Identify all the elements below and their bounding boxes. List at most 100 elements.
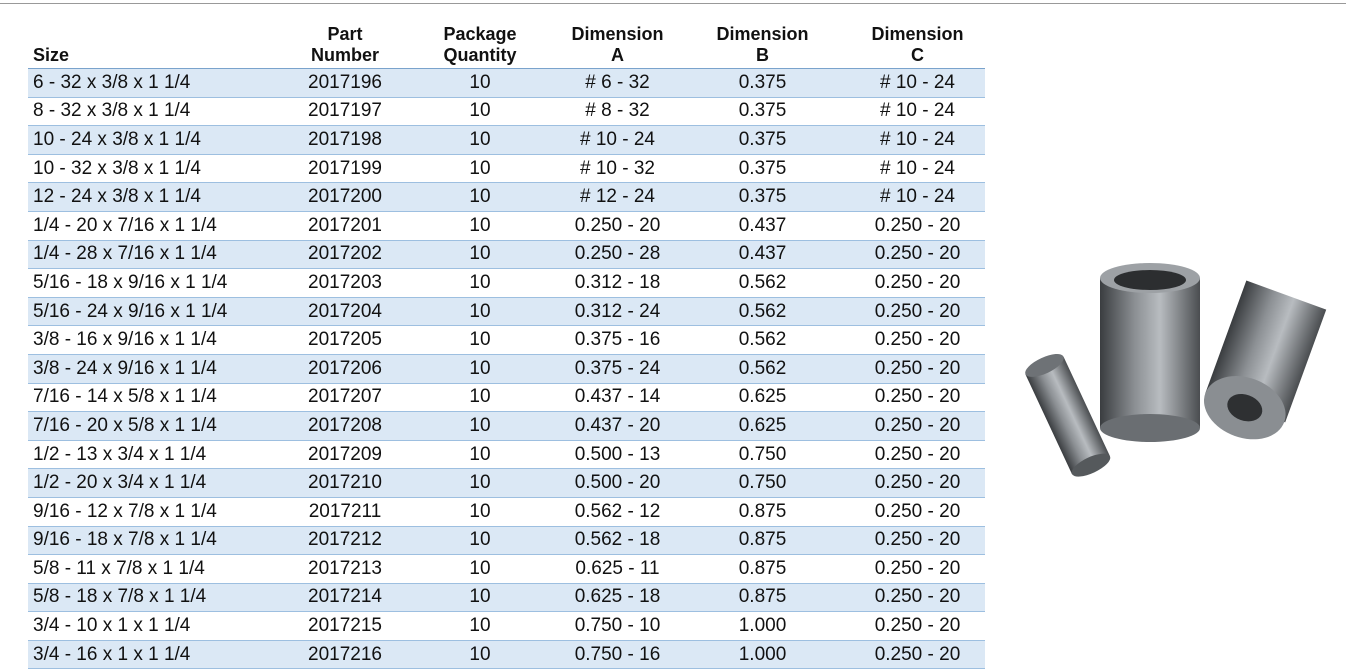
table-cell: 0.250 - 20 [850,640,985,670]
table-cell: # 12 - 24 [560,182,675,212]
table-row: 1/2 - 13 x 3/4 x 1 1/4 2017209 10 0.500 - 1… [28,440,985,470]
table-row: 7/16 - 20 x 5/8 x 1 1/4 2017208 10 0.437 - … [28,411,985,441]
table-cell: 2017197 [290,97,400,127]
header-cell: Dimension C [850,4,985,69]
table-cell: 0.625 - 11 [560,554,675,584]
table-cell: 2017214 [290,583,400,613]
table-cell: 0.750 - 10 [560,611,675,641]
table-cell: 2017206 [290,354,400,384]
table-cell: 5/16 - 18 x 9/16 x 1 1/4 [28,268,290,298]
table-cell: 2017199 [290,154,400,184]
table-cell: 0.250 - 20 [850,211,985,241]
table-cell: 0.500 - 13 [560,440,675,470]
table-cell: 0.750 [675,440,850,470]
table-cell: 0.250 - 20 [850,440,985,470]
table-cell: 8 - 32 x 3/8 x 1 1/4 [28,97,290,127]
table-cell: 0.625 [675,383,850,413]
header-cell: Package Quantity [400,4,560,69]
table-cell: 5/8 - 11 x 7/8 x 1 1/4 [28,554,290,584]
table-cell: 0.375 [675,154,850,184]
table-cell: 2017208 [290,411,400,441]
table-cell: 0.375 [675,97,850,127]
table-cell: 0.437 - 20 [560,411,675,441]
table-cell: 9/16 - 18 x 7/8 x 1 1/4 [28,526,290,556]
table-cell: 10 [400,211,560,241]
header-cell: Dimension B [675,4,850,69]
table-cell: 0.250 - 20 [850,554,985,584]
table-cell: 10 [400,468,560,498]
table-cell: 2017215 [290,611,400,641]
table-cell: 9/16 - 12 x 7/8 x 1 1/4 [28,497,290,527]
table-row: 10 - 32 x 3/8 x 1 1/4 2017199 10 # 10 - 32 0… [28,154,985,184]
table-cell: 0.375 [675,68,850,98]
table-row: 5/8 - 18 x 7/8 x 1 1/4 2017214 10 0.625 - 1… [28,583,985,613]
table-cell: 2017211 [290,497,400,527]
table-cell: 3/4 - 10 x 1 x 1 1/4 [28,611,290,641]
table-cell: 1.000 [675,611,850,641]
header-cell: Size [28,4,290,69]
table-body: 6 - 32 x 3/8 x 1 1/4 2017196 10 # 6 - 32 0.3… [28,68,985,670]
table-cell: 0.875 [675,526,850,556]
table-cell: 0.500 - 20 [560,468,675,498]
table-row: 3/8 - 24 x 9/16 x 1 1/4 2017206 10 0.375 - … [28,354,985,384]
table-cell: 10 [400,68,560,98]
table-cell: 7/16 - 14 x 5/8 x 1 1/4 [28,383,290,413]
table-cell: 0.312 - 24 [560,297,675,327]
table-cell: 3/8 - 16 x 9/16 x 1 1/4 [28,325,290,355]
table-row: 1/4 - 20 x 7/16 x 1 1/4 2017201 10 0.250 - … [28,211,985,241]
table-cell: 0.312 - 18 [560,268,675,298]
table-cell: 0.562 [675,354,850,384]
table-cell: 0.875 [675,497,850,527]
table-cell: 10 [400,583,560,613]
header-cell: Dimension A [560,4,675,69]
table-cell: 0.250 - 20 [850,526,985,556]
table-cell: 0.625 - 18 [560,583,675,613]
table-cell: 10 [400,383,560,413]
table-cell: 0.250 - 20 [850,268,985,298]
table-cell: 0.437 [675,240,850,270]
table-cell: 2017205 [290,325,400,355]
table-cell: 0.375 [675,125,850,155]
table-row: 9/16 - 18 x 7/8 x 1 1/4 2017212 10 0.562 - … [28,526,985,556]
table-row: 9/16 - 12 x 7/8 x 1 1/4 2017211 10 0.562 - … [28,497,985,527]
table-cell: 0.750 [675,468,850,498]
table-cell: 0.250 - 20 [850,468,985,498]
table-cell: # 10 - 24 [850,154,985,184]
table-cell: 1/4 - 20 x 7/16 x 1 1/4 [28,211,290,241]
product-photo [1025,263,1327,477]
table-cell: 10 [400,440,560,470]
table-cell: 0.250 - 20 [850,411,985,441]
table-cell: 10 [400,97,560,127]
table-cell: # 10 - 24 [850,182,985,212]
table-cell: 10 [400,497,560,527]
table-cell: 2017203 [290,268,400,298]
table-cell: 2017198 [290,125,400,155]
table-cell: 10 [400,526,560,556]
table-cell: 10 - 32 x 3/8 x 1 1/4 [28,154,290,184]
table-cell: # 10 - 24 [850,68,985,98]
table-cell: 10 [400,182,560,212]
table-cell: 2017210 [290,468,400,498]
table-cell: # 10 - 24 [850,97,985,127]
table-cell: 0.875 [675,554,850,584]
table-cell: 1.000 [675,640,850,670]
table-cell: 10 [400,611,560,641]
table-cell: 0.562 [675,268,850,298]
table-cell: 10 [400,411,560,441]
table-row: 8 - 32 x 3/8 x 1 1/4 2017197 10 # 8 - 32 0.3… [28,97,985,127]
table-cell: 2017213 [290,554,400,584]
table-row: 3/4 - 10 x 1 x 1 1/4 2017215 10 0.750 - 10 1… [28,611,985,641]
table-cell: 3/4 - 16 x 1 x 1 1/4 [28,640,290,670]
table-cell: 0.250 - 20 [850,497,985,527]
table-row: 3/8 - 16 x 9/16 x 1 1/4 2017205 10 0.375 - … [28,325,985,355]
table-cell: 10 [400,268,560,298]
table-row: 7/16 - 14 x 5/8 x 1 1/4 2017207 10 0.437 - … [28,383,985,413]
table-cell: 2017201 [290,211,400,241]
table-cell: 2017200 [290,182,400,212]
table-cell: 0.250 - 20 [850,354,985,384]
table-cell: 10 [400,325,560,355]
table-cell: # 8 - 32 [560,97,675,127]
table-cell: 0.562 - 18 [560,526,675,556]
table-cell: 0.250 - 28 [560,240,675,270]
